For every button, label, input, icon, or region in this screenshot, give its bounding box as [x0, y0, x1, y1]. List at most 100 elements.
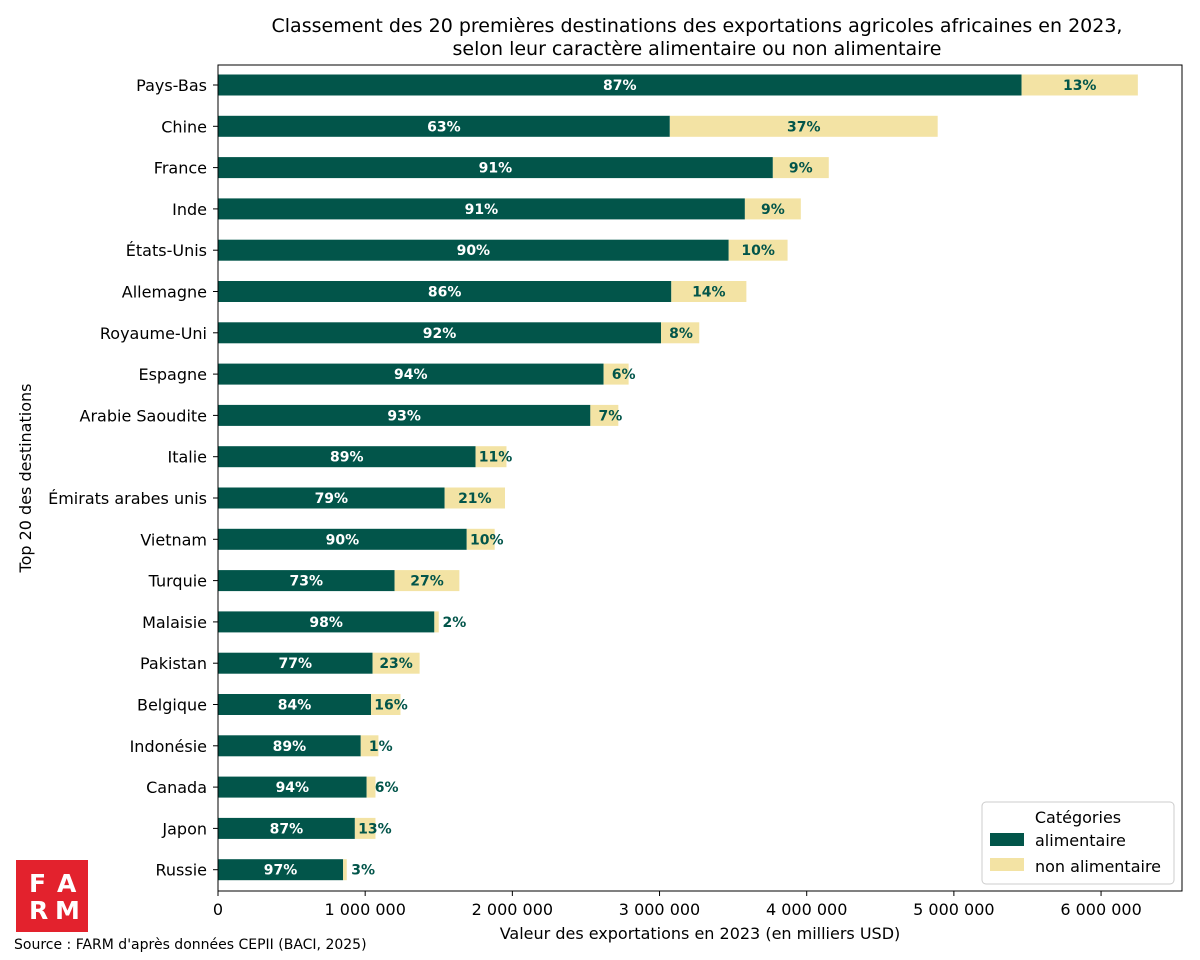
- x-tick-label-5: 5 000 000: [913, 900, 994, 919]
- data-label-alimentaire-italie: 89%: [330, 450, 364, 466]
- bar-alimentaire-italie: [218, 446, 476, 468]
- y-tick-label-canada: Canada: [146, 778, 207, 797]
- bar-non-alimentaire-vietnam: [466, 528, 495, 550]
- y-tick-label-allemagne: Allemagne: [122, 283, 207, 302]
- y-tick-label-japon: Japon: [161, 819, 207, 838]
- y-axis-ticks: Pays-Bas Chine France Inde États-Unis Allemag…: [48, 76, 218, 880]
- farm-logo-letter-r: R: [29, 896, 48, 925]
- x-tick-label-6: 6 000 000: [1060, 900, 1141, 919]
- y-tick-label-pays-bas: Pays-Bas: [136, 76, 207, 95]
- bar-non-alimentaire-royaume-uni: [660, 322, 700, 344]
- bar-non-alimentaire-belgique: [371, 694, 401, 715]
- y-tick-label-chine: Chine: [161, 117, 207, 136]
- y-axis-title: Top 20 des destinations: [16, 384, 35, 574]
- x-tick-label-2: 2 000 000: [472, 900, 553, 919]
- data-label-non-alimentaire-russie: 3%: [351, 863, 375, 879]
- farm-logo-letter-f: F: [29, 869, 46, 898]
- bar-alimentaire-russie: [218, 859, 344, 881]
- data-label-alimentaire-pakistan: 77%: [279, 656, 313, 672]
- x-tick-label-1: 1 000 000: [324, 900, 405, 919]
- x-tick-label-3: 3 000 000: [619, 900, 700, 919]
- bar-non-alimentaire-inde: [744, 198, 801, 220]
- y-tick-label-vietnam: Vietnam: [140, 530, 207, 549]
- bar-non-alimentaire-allemagne: [671, 281, 747, 302]
- bar-alimentaire-france: [218, 157, 773, 179]
- bar-non-alimentaire-italie: [475, 446, 507, 468]
- y-tick-label-malaisie: Malaisie: [142, 613, 207, 632]
- legend-swatch-non-alimentaire: [990, 858, 1024, 871]
- chart-title-line-2: selon leur caractère alimentaire ou non …: [453, 38, 942, 60]
- bar-alimentaire-espagne: [218, 363, 604, 385]
- data-label-non-alimentaire-espagne: 6%: [612, 367, 636, 383]
- bar-alimentaire-pakistan: [218, 652, 373, 674]
- legend-label-non-alimentaire: non alimentaire: [1035, 857, 1161, 876]
- bar-non-alimentaire-chine: [669, 115, 938, 137]
- data-label-alimentaire-france: 91%: [479, 161, 513, 177]
- data-label-non-alimentaire-belgique: 16%: [374, 698, 408, 714]
- data-label-non-alimentaire-pakistan: 23%: [379, 656, 413, 672]
- bar-alimentaire-inde: [218, 198, 745, 220]
- bar-alimentaire-chine: [218, 115, 670, 137]
- y-tick-label-pakistan: Pakistan: [140, 654, 207, 673]
- x-tick-label-4: 4 000 000: [766, 900, 847, 919]
- data-label-alimentaire-inde: 91%: [465, 202, 499, 218]
- y-tick-label-italie: Italie: [167, 448, 207, 467]
- bar-alimentaire-indonesie: [218, 735, 361, 757]
- data-label-non-alimentaire-emirats-arabes-unis: 21%: [458, 491, 492, 507]
- y-tick-label-royaume-uni: Royaume-Uni: [100, 324, 207, 343]
- bar-alimentaire-japon: [218, 817, 355, 839]
- data-label-alimentaire-emirats-arabes-unis: 79%: [315, 491, 349, 507]
- bar-alimentaire-turquie: [218, 570, 395, 592]
- data-label-non-alimentaire-vietnam: 10%: [470, 532, 504, 548]
- bar-alimentaire-etats-unis: [218, 239, 729, 261]
- y-tick-label-etats-unis: États-Unis: [126, 241, 207, 260]
- plot-frame: [217, 64, 1183, 892]
- data-label-non-alimentaire-pays-bas: 13%: [1063, 78, 1097, 94]
- data-label-non-alimentaire-italie: 11%: [479, 450, 513, 466]
- data-label-alimentaire-arabie-saoudite: 93%: [387, 408, 421, 424]
- source-note: Source : FARM d'après données CEPII (BAC…: [14, 937, 367, 953]
- bar-alimentaire-arabie-saoudite: [218, 404, 591, 426]
- data-label-alimentaire-royaume-uni: 92%: [423, 326, 457, 342]
- farm-logo-letter-a: A: [57, 869, 77, 898]
- bar-alimentaire-emirats-arabes-unis: [218, 487, 445, 509]
- bar-non-alimentaire-pays-bas: [1021, 74, 1138, 96]
- data-label-non-alimentaire-allemagne: 14%: [692, 285, 726, 301]
- legend-swatch-alimentaire: [990, 833, 1024, 846]
- data-label-non-alimentaire-indonesie: 1%: [369, 739, 393, 755]
- x-axis-title: Valeur des exportations en 2023 (en mill…: [500, 924, 901, 943]
- data-label-alimentaire-etats-unis: 90%: [457, 243, 491, 259]
- bar-non-alimentaire-turquie: [394, 570, 460, 592]
- bar-alimentaire-malaisie: [218, 611, 435, 633]
- bar-alimentaire-royaume-uni: [218, 322, 661, 344]
- farm-logo-letter-m: M: [55, 896, 80, 925]
- bar-alimentaire-vietnam: [218, 528, 467, 550]
- chart-legend: Catégories alimentaire non alimentaire: [981, 801, 1175, 885]
- data-label-alimentaire-allemagne: 86%: [428, 285, 462, 301]
- bar-non-alimentaire-france: [772, 157, 829, 179]
- bar-alimentaire-belgique: [218, 694, 372, 715]
- data-label-alimentaire-belgique: 84%: [278, 698, 312, 714]
- data-label-alimentaire-turquie: 73%: [290, 574, 324, 590]
- data-label-non-alimentaire-turquie: 27%: [410, 574, 444, 590]
- legend-label-alimentaire: alimentaire: [1035, 831, 1126, 850]
- bar-alimentaire-allemagne: [218, 281, 672, 302]
- legend-box: [981, 801, 1175, 885]
- bar-non-alimentaire-japon: [354, 817, 376, 839]
- data-label-non-alimentaire-royaume-uni: 8%: [669, 326, 693, 342]
- data-label-alimentaire-canada: 94%: [276, 780, 310, 796]
- x-tick-label-0: 0: [213, 900, 223, 919]
- bar-non-alimentaire-arabie-saoudite: [590, 404, 619, 426]
- legend-title: Catégories: [1035, 808, 1121, 827]
- bar-non-alimentaire-espagne: [603, 363, 629, 385]
- bar-non-alimentaire-indonesie: [360, 735, 379, 757]
- y-tick-label-turquie: Turquie: [148, 572, 207, 591]
- data-label-alimentaire-vietnam: 90%: [326, 532, 360, 548]
- bar-labels-layer: 87% 13% 63% 37% 91% 9% 91% 9% 90% 10% 86% 14% 92% 8% 9…: [264, 78, 1097, 879]
- y-tick-label-espagne: Espagne: [138, 365, 207, 384]
- bar-non-alimentaire-emirats-arabes-unis: [444, 487, 505, 509]
- data-label-non-alimentaire-chine: 37%: [787, 119, 821, 135]
- farm-logo: F A R M: [16, 860, 88, 932]
- bar-alimentaire-canada: [218, 776, 367, 798]
